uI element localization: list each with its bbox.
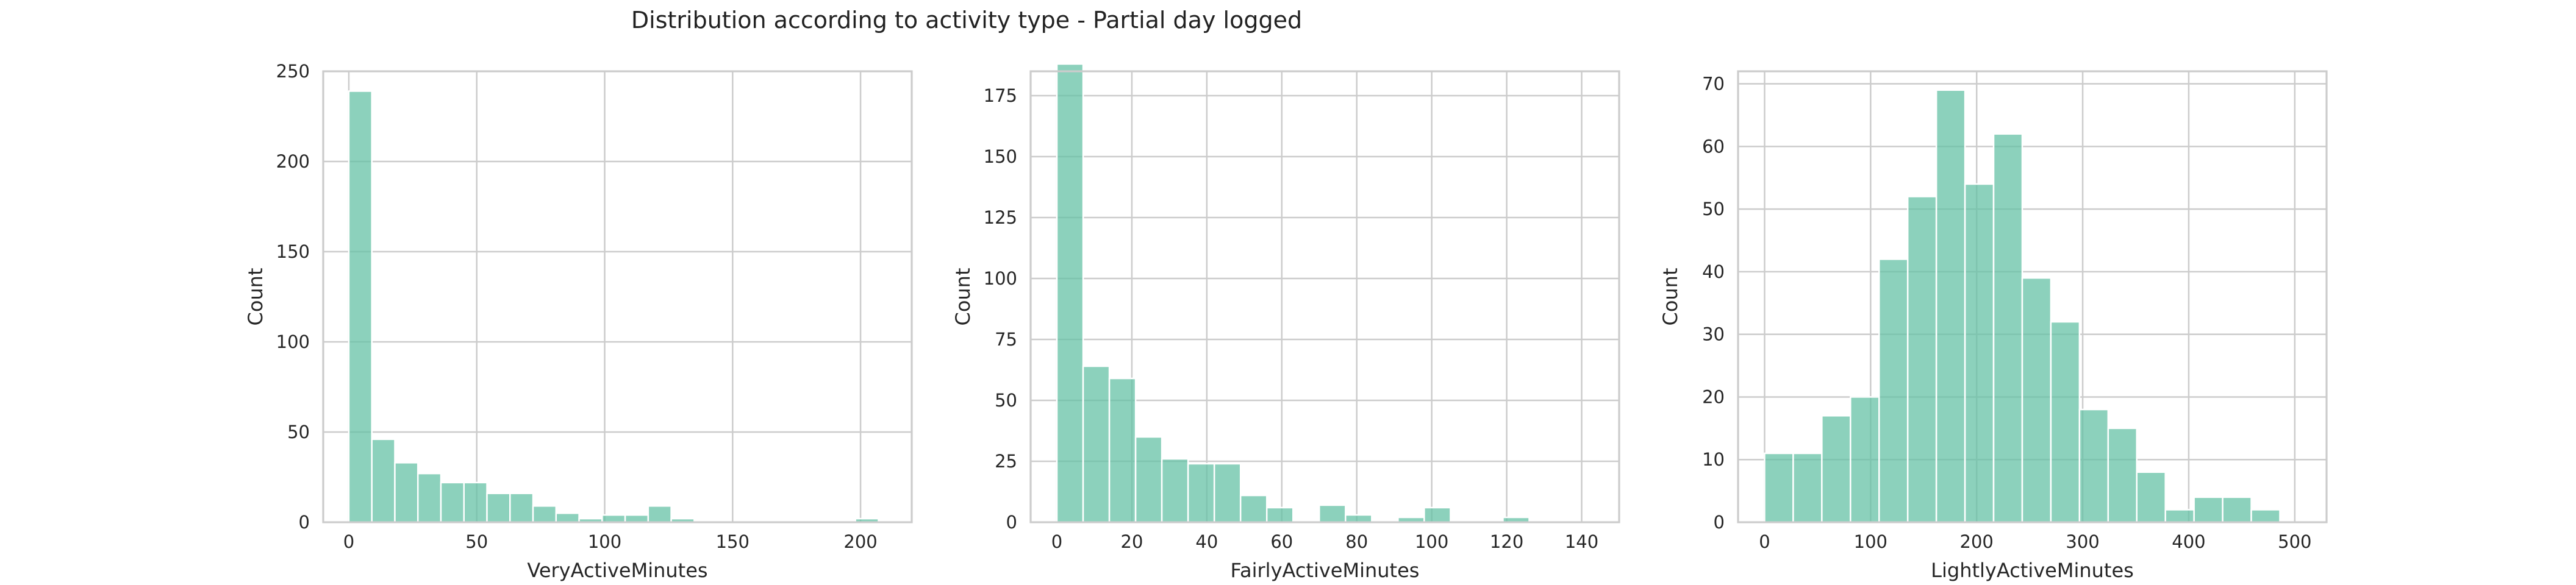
x-tick-label: 100 bbox=[588, 531, 621, 552]
y-tick-label: 100 bbox=[276, 332, 310, 352]
y-axis-label: Count bbox=[244, 268, 267, 325]
y-tick-label: 100 bbox=[984, 268, 1017, 289]
histogram-bar bbox=[2107, 427, 2138, 523]
x-tick-label: 200 bbox=[843, 531, 877, 552]
histogram-bar bbox=[1345, 514, 1373, 523]
histogram-bar bbox=[371, 438, 396, 523]
histogram-bar bbox=[1792, 452, 1823, 523]
histogram-bar bbox=[2222, 496, 2252, 523]
histogram-bar bbox=[1187, 463, 1215, 523]
histogram-bar bbox=[509, 492, 534, 523]
x-tick-label: 150 bbox=[716, 531, 750, 552]
histogram-bar bbox=[2136, 471, 2166, 523]
histogram-bar bbox=[1423, 506, 1451, 523]
x-tick-label: 0 bbox=[343, 531, 354, 552]
x-axis-label: LightlyActiveMinutes bbox=[1931, 559, 2134, 582]
y-tick-label: 25 bbox=[995, 451, 1017, 472]
x-tick-label: 200 bbox=[1960, 531, 1994, 552]
x-tick-label: 0 bbox=[1759, 531, 1770, 552]
y-tick-label: 0 bbox=[299, 512, 310, 533]
y-tick-label: 125 bbox=[984, 207, 1017, 228]
y-tick-label: 20 bbox=[1702, 386, 1725, 407]
histogram-bar bbox=[1082, 365, 1111, 523]
histogram-bar bbox=[1764, 452, 1794, 523]
histogram-bar bbox=[2078, 408, 2109, 523]
x-tick-label: 50 bbox=[465, 531, 488, 552]
chart-very-active-minutes: 0 50 100 150 200 0 50 100 150 200 250 VeryActiveMin… bbox=[244, 61, 913, 582]
histogram-bar bbox=[394, 462, 419, 523]
histogram-bar bbox=[463, 481, 488, 523]
histogram-bar bbox=[1108, 377, 1137, 523]
y-tick-label: 50 bbox=[287, 422, 310, 442]
x-tick-label: 100 bbox=[1415, 531, 1448, 552]
x-tick-label: 120 bbox=[1490, 531, 1523, 552]
histogram-bar bbox=[348, 90, 373, 523]
axes-frame bbox=[1029, 70, 1620, 523]
x-tick-label: 100 bbox=[1854, 531, 1887, 552]
histogram-bar bbox=[1850, 396, 1880, 523]
histogram-bar bbox=[417, 472, 442, 523]
chart-lightly-active-minutes: 0 100 200 300 400 500 0 10 20 30 40 50 60 70 LightlyAc… bbox=[1659, 70, 2328, 582]
histogram-bar bbox=[1134, 436, 1163, 523]
y-axis-label: Count bbox=[1659, 268, 1682, 325]
y-tick-label: 250 bbox=[276, 61, 310, 82]
histogram-bar bbox=[1964, 183, 1995, 523]
y-tick-label: 70 bbox=[1702, 74, 1725, 94]
y-tick-label: 0 bbox=[1714, 512, 1725, 533]
x-tick-label: 400 bbox=[2172, 531, 2205, 552]
histogram-bar bbox=[1935, 89, 1966, 523]
y-axis-label: Count bbox=[951, 268, 975, 325]
y-tick-label: 50 bbox=[1702, 199, 1725, 219]
histogram-bar bbox=[1318, 504, 1347, 523]
axes-frame bbox=[322, 70, 913, 523]
x-axis-label: VeryActiveMinutes bbox=[527, 559, 707, 582]
histogram-bar bbox=[555, 512, 580, 523]
x-tick-label: 300 bbox=[2066, 531, 2099, 552]
histogram-bar bbox=[1056, 63, 1084, 523]
axes-frame bbox=[1737, 70, 2328, 523]
histogram-bar bbox=[1161, 458, 1189, 523]
histogram-bar bbox=[1213, 463, 1242, 523]
x-tick-label: 40 bbox=[1195, 531, 1218, 552]
histogram-bar bbox=[647, 505, 672, 523]
histogram-bar bbox=[1265, 506, 1294, 523]
x-tick-label: 80 bbox=[1345, 531, 1368, 552]
y-tick-label: 200 bbox=[276, 151, 310, 172]
y-tick-label: 175 bbox=[984, 85, 1017, 106]
x-tick-label: 60 bbox=[1270, 531, 1293, 552]
histogram-bar bbox=[2021, 277, 2052, 523]
x-tick-label: 20 bbox=[1121, 531, 1143, 552]
histogram-bar bbox=[440, 481, 465, 523]
y-tick-label: 0 bbox=[1006, 512, 1017, 533]
histogram-bar bbox=[1878, 258, 1909, 523]
histogram-bar bbox=[2250, 509, 2281, 523]
histogram-bar bbox=[2164, 509, 2195, 523]
figure-title: Distribution according to activity type … bbox=[631, 7, 1302, 34]
y-tick-label: 40 bbox=[1702, 261, 1725, 282]
y-tick-label: 150 bbox=[984, 146, 1017, 167]
y-tick-label: 75 bbox=[995, 329, 1017, 350]
histogram-bar bbox=[1239, 494, 1268, 523]
x-axis-label: FairlyActiveMinutes bbox=[1231, 559, 1420, 582]
y-tick-label: 60 bbox=[1702, 136, 1725, 157]
x-tick-label: 500 bbox=[2278, 531, 2311, 552]
histogram-bar bbox=[1906, 196, 1937, 523]
histogram-bar bbox=[532, 505, 557, 523]
histogram-bar bbox=[624, 514, 649, 523]
y-tick-label: 30 bbox=[1702, 324, 1725, 345]
x-tick-label: 140 bbox=[1565, 531, 1598, 552]
y-tick-label: 150 bbox=[276, 241, 310, 262]
histogram-bar bbox=[2050, 321, 2081, 523]
histogram-bar bbox=[601, 514, 626, 523]
histogram-bar bbox=[486, 492, 511, 523]
y-tick-label: 10 bbox=[1702, 449, 1725, 470]
x-tick-label: 0 bbox=[1051, 531, 1062, 552]
chart-fairly-active-minutes: 0 20 40 60 80 100 120 140 0 25 50 75 100 125 150 175 Fai… bbox=[951, 63, 1620, 582]
histogram-bar bbox=[2193, 496, 2224, 523]
y-tick-label: 50 bbox=[995, 390, 1017, 411]
histogram-bar bbox=[1821, 415, 1852, 523]
histogram-bar bbox=[1992, 133, 2023, 523]
